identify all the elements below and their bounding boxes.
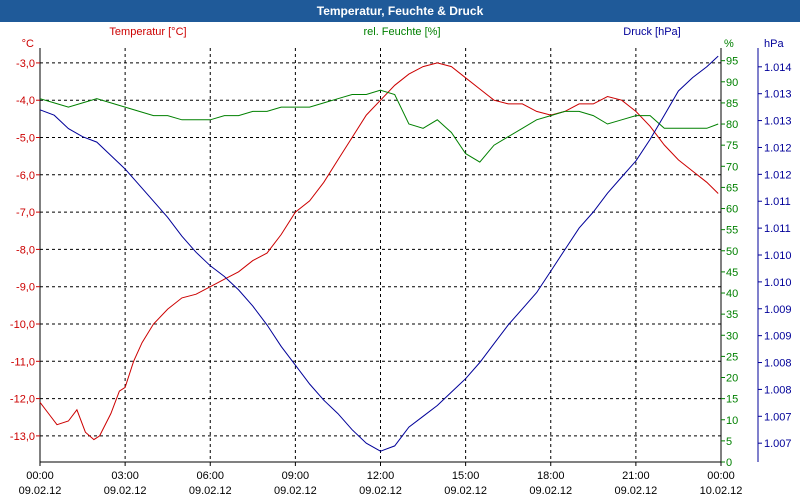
pressure-tick-label: 1.012 — [764, 169, 792, 181]
humidity-tick-label: 95 — [726, 56, 738, 68]
x-tick-time: 03:00 — [111, 470, 139, 482]
pressure-tick-label: 1.010 — [764, 250, 792, 262]
x-tick-time: 06:00 — [196, 470, 224, 482]
temperature-tick-label: -6,0 — [16, 170, 35, 182]
x-tick-time: 12:00 — [367, 470, 395, 482]
series-layer — [39, 55, 719, 452]
x-tick-date: 09.02.12 — [359, 485, 402, 497]
temperature-tick-label: -11,0 — [11, 356, 35, 368]
pressure-tick-label: 1.010 — [764, 277, 792, 289]
temperature-tick-label: -13,0 — [10, 431, 35, 443]
legend-pressure: Druck [hPa] — [623, 26, 680, 38]
pressure-tick-label: 1.009 — [764, 331, 792, 343]
humidity-tick-label: 90 — [726, 77, 738, 89]
temperature-tick-label: -8,0 — [16, 244, 35, 256]
humidity-tick-label: 35 — [726, 309, 738, 321]
humidity-tick-label: 40 — [726, 288, 738, 300]
pressure-tick-label: 1.014 — [764, 62, 792, 74]
humidity-tick-label: 5 — [726, 436, 732, 448]
x-tick-time: 00:00 — [707, 470, 735, 482]
pressure-tick-label: 1.007 — [764, 438, 792, 450]
humidity-tick-label: 0 — [726, 457, 732, 469]
humidity-tick-label: 80 — [726, 119, 738, 131]
series-line-temperature — [39, 62, 719, 441]
humidity-tick-label: 45 — [726, 267, 738, 279]
pressure-tick-label: 1.008 — [764, 384, 792, 396]
humidity-tick-label: 70 — [726, 161, 738, 173]
humidity-tick-label: 20 — [726, 373, 738, 385]
series-line-pressure — [39, 55, 719, 452]
pressure-tick-label: 1.013 — [764, 116, 792, 128]
x-tick-date: 09.02.12 — [189, 485, 232, 497]
temperature-tick-label: -12,0 — [10, 394, 35, 406]
series-line-humidity — [39, 89, 719, 163]
humidity-tick-label: 50 — [726, 246, 738, 258]
humidity-tick-label: 10 — [726, 415, 738, 427]
temperature-tick-label: -10,0 — [10, 319, 35, 331]
chart: °C % hPa Temperatur [°C] rel. Feuchte [%… — [0, 22, 800, 500]
x-tick-date: 09.02.12 — [614, 485, 657, 497]
pressure-tick-label: 1.012 — [764, 142, 792, 154]
x-tick-date: 10.02.12 — [700, 485, 743, 497]
temperature-axis-unit: °C — [22, 38, 34, 50]
humidity-tick-label: 85 — [726, 98, 738, 110]
x-tick-time: 21:00 — [622, 470, 650, 482]
x-tick-date: 09.02.12 — [444, 485, 487, 497]
humidity-tick-label: 65 — [726, 182, 738, 194]
x-tick-date: 09.02.12 — [274, 485, 317, 497]
temperature-tick-label: -5,0 — [16, 133, 35, 145]
temperature-axis: -3,0 -4,0 -5,0 -6,0 -7,0 -8,0 -9,0 -10,0 -11,0 -1… — [10, 58, 40, 443]
grid — [40, 48, 721, 462]
legend-humidity: rel. Feuchte [%] — [363, 26, 440, 38]
window-title: Temperatur, Feuchte & Druck — [0, 0, 800, 22]
pressure-axis: 1.014 1.013 1.013 1.012 1.012 1.011 1.011 1.010… — [758, 62, 792, 450]
legend-temperature: Temperatur [°C] — [109, 26, 186, 38]
x-tick-date: 09.02.12 — [104, 485, 147, 497]
pressure-tick-label: 1.007 — [764, 411, 792, 423]
x-axis: 00:00 09.02.12 03:00 09.02.12 06:00 09.02.12 0… — [19, 462, 743, 497]
pressure-axis-unit: hPa — [764, 38, 784, 50]
x-tick-time: 15:00 — [452, 470, 480, 482]
x-tick-date: 09.02.12 — [529, 485, 572, 497]
humidity-tick-label: 25 — [726, 351, 738, 363]
pressure-tick-label: 1.009 — [764, 304, 792, 316]
humidity-tick-label: 55 — [726, 225, 738, 237]
humidity-tick-label: 30 — [726, 330, 738, 342]
humidity-tick-label: 75 — [726, 140, 738, 152]
temperature-tick-label: -9,0 — [16, 282, 35, 294]
pressure-tick-label: 1.011 — [764, 196, 791, 208]
x-tick-time: 09:00 — [282, 470, 310, 482]
temperature-tick-label: -3,0 — [16, 58, 35, 70]
temperature-tick-label: -4,0 — [16, 95, 35, 107]
temperature-tick-label: -7,0 — [16, 207, 35, 219]
humidity-tick-label: 60 — [726, 204, 738, 216]
humidity-tick-label: 15 — [726, 394, 738, 406]
x-tick-date: 09.02.12 — [19, 485, 62, 497]
pressure-tick-label: 1.011 — [764, 223, 791, 235]
pressure-tick-label: 1.013 — [764, 89, 792, 101]
x-tick-time: 00:00 — [26, 470, 54, 482]
pressure-tick-label: 1.008 — [764, 358, 792, 370]
x-tick-time: 18:00 — [537, 470, 565, 482]
humidity-axis-unit: % — [724, 38, 734, 50]
